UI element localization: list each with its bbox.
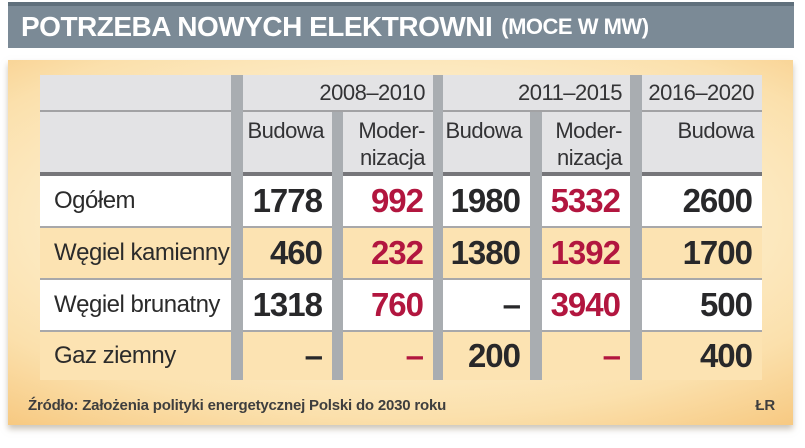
value-cell: 200	[443, 332, 530, 380]
row-label: Węgiel brunatny	[40, 280, 231, 330]
value-cell: 460	[243, 228, 332, 278]
value-cell: –	[343, 332, 433, 380]
row-label: Węgiel kamienny	[40, 228, 231, 278]
header-bottom-rule	[40, 172, 762, 176]
table-panel: 2008–2010 2011–2015 2016–2020 Budowa Moder-n…	[8, 60, 793, 425]
power-table: 2008–2010 2011–2015 2016–2020 Budowa Moder-n…	[40, 75, 762, 380]
value-cell: 1980	[443, 176, 530, 226]
period-header: 2008–2010	[243, 75, 433, 110]
column-header: Moder-nizacja	[542, 112, 630, 172]
source-text: Źródło: Założenia polityki energetycznej…	[28, 396, 447, 414]
column-header: Moder-nizacja	[343, 112, 433, 172]
value-cell: 760	[343, 280, 433, 330]
value-cell: 5332	[542, 176, 630, 226]
separator-bar	[332, 112, 343, 380]
row-divider	[40, 330, 762, 332]
column-header: Budowa	[642, 112, 762, 172]
value-cell: 992	[343, 176, 433, 226]
value-cell: –	[243, 332, 332, 380]
separator-bar	[231, 75, 243, 380]
value-cell: 1392	[542, 228, 630, 278]
row-divider	[40, 226, 762, 228]
value-cell: 232	[343, 228, 433, 278]
page-title: POTRZEBA NOWYCH ELEKTROWNI	[21, 11, 493, 42]
value-cell: 1380	[443, 228, 530, 278]
value-cell: 1778	[243, 176, 332, 226]
page-title-unit: (MOCE W MW)	[501, 14, 649, 39]
table-corner-cell	[40, 75, 231, 172]
separator-bar	[630, 75, 642, 380]
value-cell: 2600	[642, 176, 762, 226]
period-header: 2011–2015	[443, 75, 630, 110]
value-cell: –	[443, 280, 530, 330]
header-divider	[40, 110, 762, 112]
period-header: 2016–2020	[642, 75, 762, 110]
title-bar: POTRZEBA NOWYCH ELEKTROWNI (MOCE W MW)	[8, 2, 794, 48]
author-initials: ŁR	[755, 396, 775, 414]
row-divider	[40, 278, 762, 280]
column-header: Budowa	[443, 112, 530, 172]
row-label: Gaz ziemny	[40, 332, 231, 380]
value-cell: 1318	[243, 280, 332, 330]
value-cell: 500	[642, 280, 762, 330]
value-cell: –	[542, 332, 630, 380]
column-header: Budowa	[243, 112, 332, 172]
value-cell: 400	[642, 332, 762, 380]
separator-bar	[433, 75, 443, 380]
value-cell: 1700	[642, 228, 762, 278]
value-cell: 3940	[542, 280, 630, 330]
row-label: Ogółem	[40, 176, 231, 226]
separator-bar	[530, 112, 542, 380]
source-line: Źródło: Założenia polityki energetycznej…	[28, 394, 775, 416]
